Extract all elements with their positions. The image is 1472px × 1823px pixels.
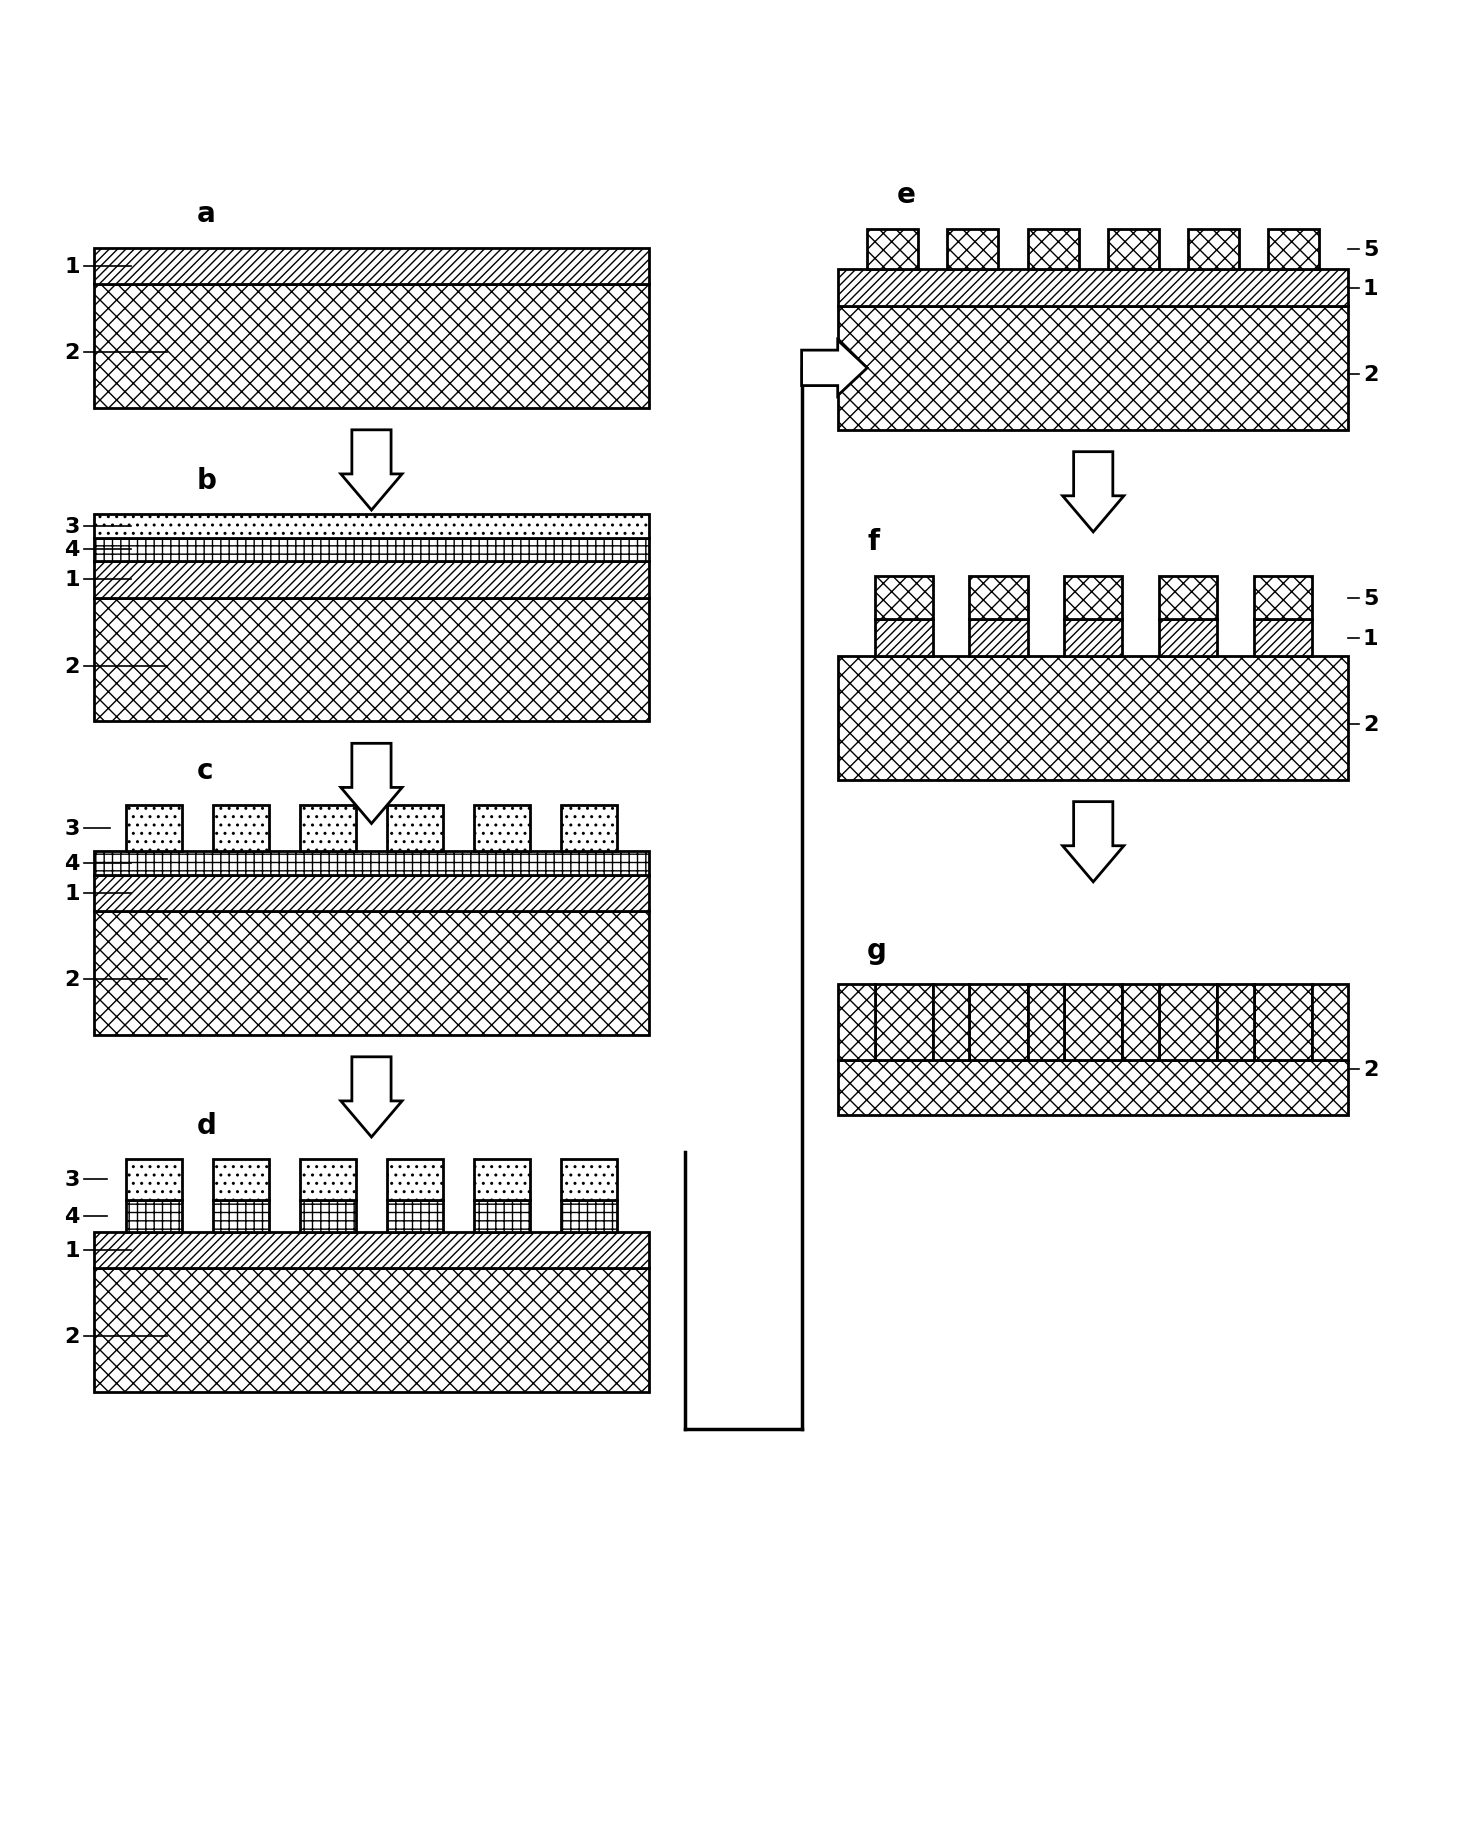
Bar	[948, 230, 998, 270]
Bar	[94, 284, 649, 408]
Polygon shape	[1063, 802, 1123, 882]
Bar	[1064, 984, 1122, 1061]
Text: 2: 2	[65, 656, 79, 676]
Bar	[94, 561, 649, 598]
Polygon shape	[342, 430, 402, 510]
Bar	[1217, 984, 1254, 1061]
Bar	[94, 598, 649, 722]
Bar	[94, 248, 649, 284]
Text: 3: 3	[65, 819, 79, 839]
Text: 4: 4	[65, 853, 79, 873]
Bar	[561, 1200, 617, 1232]
Bar	[838, 984, 874, 1061]
Text: 1: 1	[65, 884, 79, 902]
Bar	[1064, 576, 1122, 620]
Bar	[127, 1159, 181, 1200]
Bar	[1108, 230, 1158, 270]
Bar	[969, 620, 1027, 656]
Bar	[213, 806, 268, 851]
Bar	[94, 1269, 649, 1393]
Bar	[874, 576, 933, 620]
Text: 2: 2	[1363, 365, 1378, 385]
Bar	[1254, 620, 1312, 656]
Bar	[1158, 984, 1217, 1061]
Bar	[94, 538, 649, 561]
Polygon shape	[342, 1057, 402, 1138]
Bar	[94, 851, 649, 875]
Bar	[387, 1200, 443, 1232]
Bar	[387, 1159, 443, 1200]
Bar	[838, 656, 1348, 780]
Bar	[94, 516, 649, 538]
Bar	[561, 806, 617, 851]
Text: 1: 1	[1363, 629, 1378, 649]
Text: d: d	[196, 1110, 216, 1139]
Text: b: b	[196, 467, 216, 494]
Bar	[874, 984, 933, 1061]
Polygon shape	[342, 744, 402, 824]
Text: 2: 2	[65, 970, 79, 990]
Bar	[1269, 230, 1319, 270]
Bar	[933, 984, 969, 1061]
Bar	[474, 806, 530, 851]
Bar	[213, 1159, 268, 1200]
Bar	[561, 1159, 617, 1200]
Text: 3: 3	[65, 1170, 79, 1190]
Bar	[387, 806, 443, 851]
Text: g: g	[867, 937, 888, 964]
Bar	[127, 806, 181, 851]
Bar	[94, 912, 649, 1035]
Bar	[838, 1061, 1348, 1116]
Text: 4: 4	[65, 540, 79, 560]
Bar	[213, 1200, 268, 1232]
Bar	[300, 1159, 356, 1200]
Text: f: f	[867, 529, 879, 556]
Bar	[867, 230, 919, 270]
Text: 2: 2	[65, 343, 79, 363]
Bar	[1027, 984, 1064, 1061]
Bar	[300, 1200, 356, 1232]
Bar	[1122, 984, 1158, 1061]
Text: 3: 3	[65, 516, 79, 536]
Bar	[1158, 620, 1217, 656]
Text: 5: 5	[1363, 589, 1378, 609]
Bar	[1254, 576, 1312, 620]
Text: 2: 2	[1363, 715, 1378, 735]
Text: 5: 5	[1363, 241, 1378, 261]
Text: c: c	[196, 757, 213, 786]
Bar	[1188, 230, 1239, 270]
Text: a: a	[196, 201, 215, 228]
Text: 2: 2	[1363, 1059, 1378, 1079]
Bar	[1158, 576, 1217, 620]
Text: 1: 1	[65, 1240, 79, 1260]
Text: 4: 4	[65, 1207, 79, 1227]
Bar	[474, 1159, 530, 1200]
Bar	[127, 1200, 181, 1232]
Text: 1: 1	[1363, 279, 1378, 299]
Polygon shape	[802, 341, 867, 396]
Text: 2: 2	[65, 1327, 79, 1347]
Bar	[969, 984, 1027, 1061]
Bar	[1254, 984, 1312, 1061]
Bar	[1027, 230, 1079, 270]
Text: e: e	[896, 180, 916, 210]
Bar	[1064, 620, 1122, 656]
Bar	[969, 576, 1027, 620]
Bar	[94, 875, 649, 912]
Bar	[874, 620, 933, 656]
Bar	[838, 306, 1348, 430]
Bar	[300, 806, 356, 851]
Bar	[94, 1232, 649, 1269]
Text: 1: 1	[65, 257, 79, 277]
Text: 1: 1	[65, 571, 79, 591]
Polygon shape	[1063, 452, 1123, 532]
Bar	[838, 270, 1348, 306]
Bar	[1312, 984, 1348, 1061]
Bar	[474, 1200, 530, 1232]
